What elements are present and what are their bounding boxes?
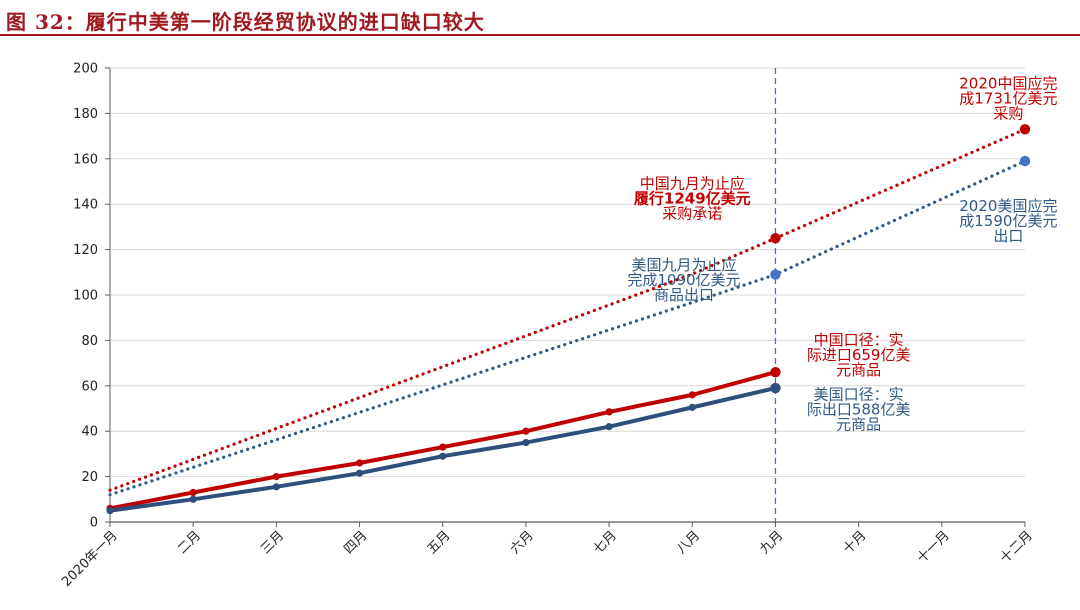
data-point-china_actual: [522, 427, 530, 435]
y-tick-label: 180: [73, 107, 98, 122]
header-divider: [0, 34, 1080, 36]
annotation-us_act-line: 际出口588亿美: [807, 400, 911, 418]
y-tick-label: 200: [73, 62, 98, 77]
figure-header: 图 32：履行中美第一阶段经贸协议的进口缺口较大: [0, 0, 1080, 36]
data-point-china_actual: [272, 473, 280, 481]
data-point-us_actual: [272, 483, 280, 491]
annotation-us_act-line: 元商品: [836, 415, 881, 433]
marker-china_target: [770, 233, 781, 244]
marker-china_actual: [770, 366, 781, 378]
x-tick-label: 三月: [258, 528, 287, 557]
data-point-us_actual: [605, 423, 613, 431]
trade-gap-line-chart: 0 20 40 60 80 100 120 140 160 180 200 2020年一月 二月 三月 四…: [59, 62, 1057, 590]
x-tick-label: 十月: [840, 528, 869, 557]
marker-china_target: [1019, 124, 1031, 135]
x-tick-label: 六月: [508, 528, 537, 557]
annotation-cn_act-line: 中国口径：实: [814, 331, 904, 349]
axes: [105, 67, 1026, 527]
y-tick-label: 60: [81, 379, 98, 394]
data-point-us_actual: [522, 438, 530, 447]
series-line-china_target: [108, 127, 1027, 492]
y-tick-labels: 0 20 40 60 80 100 120 140 160 180 200: [73, 62, 98, 531]
annotation-us_sep-line: 商品出口: [654, 286, 714, 304]
annotation-cn_dec-line: 采购: [993, 104, 1023, 122]
data-point-china_actual: [355, 459, 364, 467]
x-tick-label: 十二月: [998, 528, 1036, 566]
y-tick-label: 20: [81, 470, 98, 485]
gridlines: [110, 67, 1025, 478]
x-tick-label: 八月: [674, 528, 703, 557]
data-point-china_actual: [688, 391, 696, 399]
data-point-us_actual: [106, 507, 114, 515]
data-point-us_actual: [439, 452, 447, 460]
y-tick-label: 120: [73, 243, 98, 258]
annotation-cn_dec-line: 2020中国应完: [959, 74, 1057, 92]
annotation-cn_act-line: 际进口659亿美: [807, 346, 911, 364]
data-point-us_actual: [688, 403, 696, 411]
y-tick-label: 0: [90, 516, 98, 531]
x-tick-labels: 2020年一月 二月 三月 四月 五月 六月 七月 八月 九月 十月 十一月 十二月: [59, 528, 1036, 590]
x-tick-label: 四月: [341, 528, 370, 557]
annotation-us_dec-line: 成1590亿美元: [959, 212, 1057, 230]
figure-title: 图 32：履行中美第一阶段经贸协议的进口缺口较大: [6, 10, 485, 34]
annotation-cn_dec-line: 成1731亿美元: [959, 89, 1057, 107]
x-tick-label: 二月: [175, 528, 204, 557]
annotation-cn_sep-line: 采购承诺: [662, 204, 722, 222]
data-point-china_actual: [189, 488, 197, 497]
marker-us_target: [1019, 155, 1031, 167]
annotation-cn_sep-line: 中国九月为止应: [640, 174, 745, 192]
y-tick-label: 80: [81, 334, 98, 349]
x-tick-label: 十一月: [914, 528, 952, 566]
x-tick-label: 2020年一月: [59, 528, 121, 590]
series-line-china_actual: [108, 370, 778, 511]
x-tick-label: 九月: [757, 528, 786, 557]
y-tick-label: 160: [73, 152, 98, 167]
data-point-china_actual: [439, 443, 447, 451]
annotation-us_act-line: 美国口径：实: [814, 385, 904, 403]
y-tick-label: 140: [73, 198, 98, 213]
x-tick-label: 七月: [591, 528, 620, 557]
annotation-us_sep-line: 美国九月为止应: [631, 256, 736, 274]
marker-us_target: [770, 269, 781, 280]
series-line-us_target: [108, 159, 1027, 497]
series-markers: [770, 124, 1031, 394]
data-point-us_actual: [189, 495, 197, 503]
annotations: 中国九月为止应履行1249亿美元采购承诺美国九月为止应完成1090亿美元商品出口…: [627, 74, 1057, 433]
y-tick-label: 100: [73, 289, 98, 304]
x-tick-label: 五月: [425, 528, 454, 557]
annotation-cn_sep-line: 履行1249亿美元: [633, 189, 751, 207]
annotation-us_sep-line: 完成1090亿美元: [627, 271, 740, 289]
y-tick-label: 40: [81, 425, 98, 440]
series-lines: [106, 127, 1027, 515]
data-point-us_actual: [355, 469, 364, 477]
marker-us_actual: [770, 382, 781, 394]
annotation-us_dec-line: 2020美国应完: [959, 197, 1057, 215]
data-point-china_actual: [605, 408, 613, 416]
annotation-us_dec-line: 出口: [993, 227, 1023, 245]
annotation-cn_act-line: 元商品: [836, 361, 881, 379]
